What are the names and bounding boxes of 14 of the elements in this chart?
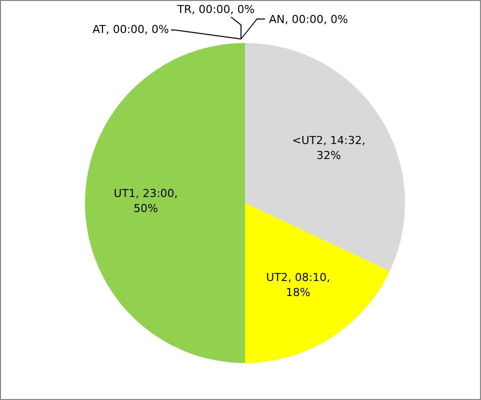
slice-label: UT1 xyxy=(114,187,136,200)
pie-slice xyxy=(245,203,390,363)
slice-label: UT2 xyxy=(266,270,288,284)
category-label: TR xyxy=(177,3,192,16)
pie-slice xyxy=(245,43,405,272)
text: , 00:00, 0% xyxy=(192,3,255,16)
category-label: AN xyxy=(269,13,285,26)
category-label: AT xyxy=(92,23,106,36)
slice-label: <UT2 xyxy=(292,134,324,147)
text: , 00:00, 0% xyxy=(106,23,169,36)
data-label: , 23:00, 50% xyxy=(134,187,178,215)
data-label: , 08:10, 18% xyxy=(286,270,330,299)
pie-slice xyxy=(85,43,245,363)
text: , 00:00, 0% xyxy=(284,13,348,26)
